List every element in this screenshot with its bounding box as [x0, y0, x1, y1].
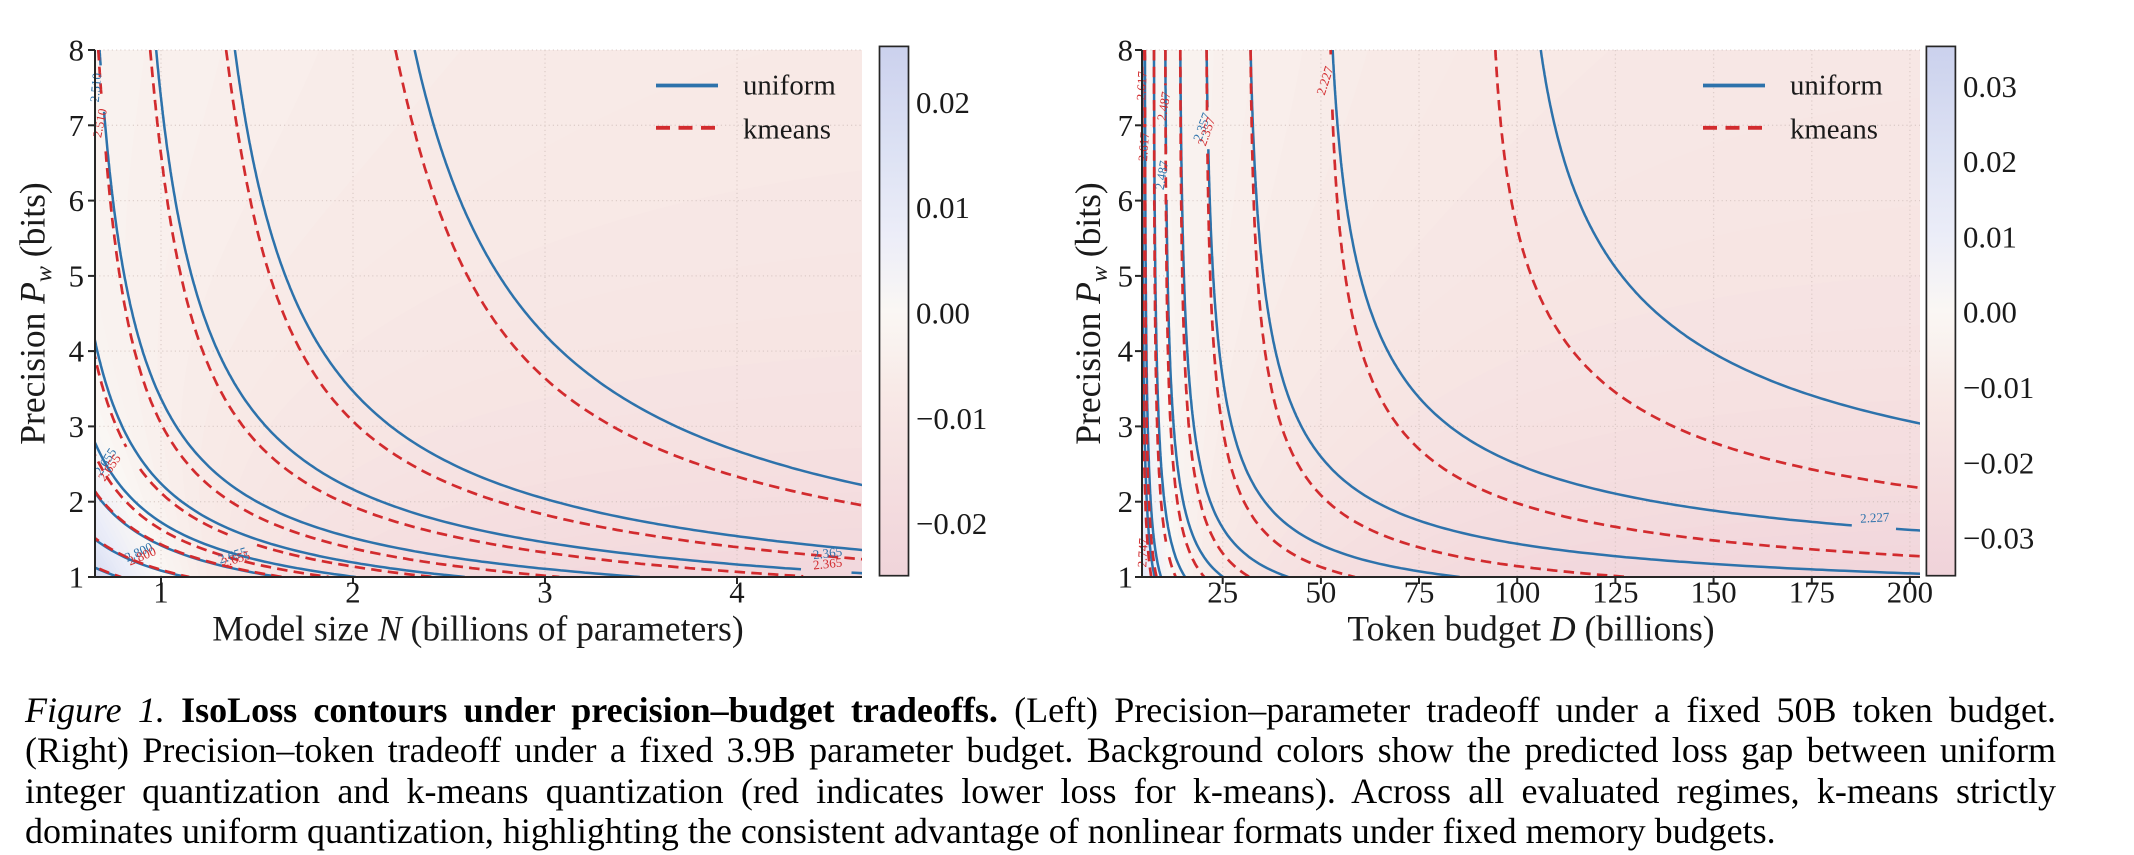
svg-text:4: 4 [729, 576, 744, 610]
svg-text:2: 2 [1118, 485, 1133, 519]
svg-text:200: 200 [1887, 576, 1933, 610]
svg-text:175: 175 [1789, 576, 1835, 610]
svg-text:2: 2 [345, 576, 360, 610]
svg-text:3: 3 [1118, 410, 1133, 444]
svg-text:7: 7 [1118, 109, 1133, 143]
svg-text:3: 3 [69, 410, 84, 444]
svg-text:2.227: 2.227 [1860, 509, 1890, 526]
svg-text:8: 8 [1118, 34, 1133, 68]
svg-text:1: 1 [1118, 561, 1133, 595]
svg-text:0.02: 0.02 [1963, 145, 2017, 179]
svg-text:1: 1 [153, 576, 168, 610]
svg-text:8: 8 [69, 34, 84, 68]
svg-text:5: 5 [69, 259, 84, 293]
svg-text:3: 3 [537, 576, 552, 610]
svg-text:2.617: 2.617 [1135, 131, 1152, 162]
svg-text:−0.02: −0.02 [916, 507, 987, 541]
svg-text:2.487: 2.487 [1154, 90, 1174, 122]
svg-text:uniform: uniform [743, 70, 836, 102]
svg-text:Precision Pw (bits): Precision Pw (bits) [1068, 182, 1113, 445]
svg-text:uniform: uniform [1790, 70, 1883, 102]
svg-text:Token budget D (billions): Token budget D (billions) [1347, 609, 1714, 649]
svg-text:0.01: 0.01 [916, 191, 970, 225]
svg-text:6: 6 [69, 184, 84, 218]
svg-text:2.487: 2.487 [1152, 159, 1172, 191]
svg-text:Precision Pw (bits): Precision Pw (bits) [13, 182, 58, 445]
svg-text:Model size N (billions of para: Model size N (billions of parameters) [212, 609, 743, 649]
svg-text:4: 4 [69, 335, 84, 369]
svg-text:−0.03: −0.03 [1963, 522, 2034, 556]
svg-text:2.365: 2.365 [812, 544, 843, 562]
svg-text:125: 125 [1592, 576, 1638, 610]
svg-text:4: 4 [1118, 335, 1133, 369]
svg-text:0.00: 0.00 [916, 297, 970, 331]
svg-text:25: 25 [1207, 576, 1238, 610]
svg-text:6: 6 [1118, 184, 1133, 218]
svg-text:0.02: 0.02 [916, 86, 970, 120]
svg-text:2: 2 [69, 485, 84, 519]
svg-text:7: 7 [69, 109, 84, 143]
svg-text:5: 5 [1118, 259, 1133, 293]
svg-text:kmeans: kmeans [743, 114, 831, 146]
svg-text:−0.01: −0.01 [916, 402, 987, 436]
svg-text:0.00: 0.00 [1963, 296, 2017, 330]
svg-text:0.01: 0.01 [1963, 220, 2017, 254]
svg-text:2.365: 2.365 [812, 555, 843, 573]
svg-text:50: 50 [1306, 576, 1337, 610]
svg-text:75: 75 [1404, 576, 1435, 610]
svg-text:−0.01: −0.01 [1963, 371, 2034, 405]
svg-text:1: 1 [69, 561, 84, 595]
svg-text:100: 100 [1494, 576, 1540, 610]
svg-text:−0.02: −0.02 [1963, 446, 2034, 480]
svg-text:0.03: 0.03 [1963, 70, 2017, 104]
svg-text:kmeans: kmeans [1790, 114, 1878, 146]
svg-text:150: 150 [1690, 576, 1736, 610]
